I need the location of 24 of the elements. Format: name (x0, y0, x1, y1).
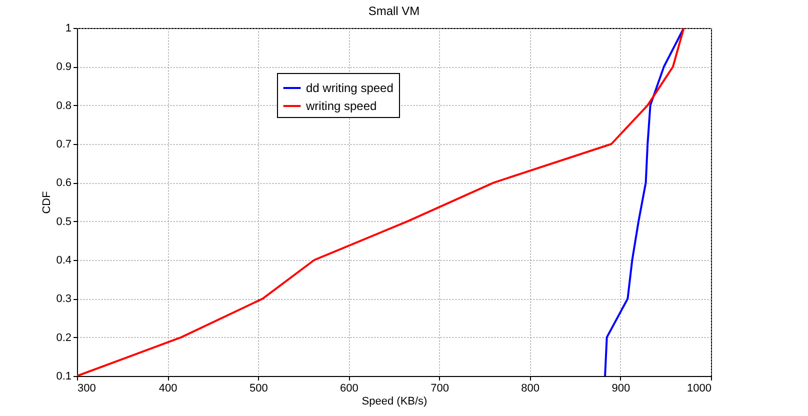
y-tick-label: 0.7 (56, 138, 72, 150)
y-tick-label: 0.4 (56, 254, 72, 266)
y-axis-title: CDF (41, 190, 54, 214)
x-tick-label: 600 (340, 382, 358, 394)
y-tick-label: 1 (65, 22, 72, 34)
x-axis-title: Speed (KB/s) (362, 396, 428, 408)
y-tick-label: 0.2 (56, 332, 72, 344)
legend-label: writing speed (305, 99, 377, 113)
y-tick-label: 0.5 (56, 216, 72, 228)
x-tick-label: 500 (249, 382, 268, 394)
legend-label: dd writing speed (306, 81, 394, 95)
x-tick-label: 800 (521, 382, 540, 394)
line-series (604, 28, 685, 376)
x-tick-label: 900 (612, 382, 630, 394)
y-tick-label: 0.6 (56, 177, 72, 190)
x-tick-label: 300 (78, 382, 96, 394)
x-tick-label: 700 (430, 382, 449, 394)
chart-title: Small VM (368, 4, 420, 18)
x-tick-label: 400 (158, 382, 178, 394)
y-tick-label: 0.1 (56, 370, 72, 382)
x-tick-label: 1000 (687, 382, 712, 394)
y-tick-label: 0.3 (56, 293, 72, 306)
y-tick-label: 0.9 (56, 61, 72, 74)
y-tick-label: 0.8 (56, 100, 72, 112)
